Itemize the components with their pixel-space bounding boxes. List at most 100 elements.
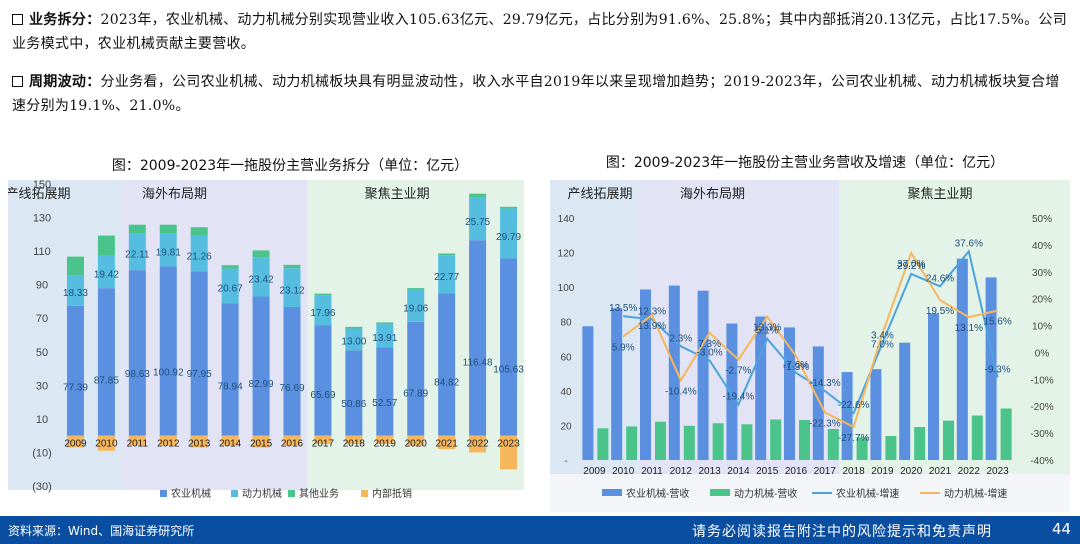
- legend-swatch: [231, 490, 238, 497]
- data-label-power-growth: 13.9%: [638, 321, 666, 332]
- y-tick-label: 110: [33, 246, 51, 258]
- legend-label: 动力机械-增速: [944, 487, 1007, 500]
- x-tick-label: 2009: [64, 438, 87, 449]
- bar-internal: [252, 435, 270, 448]
- y-tick-label: 80: [560, 318, 572, 329]
- bar-other: [252, 250, 270, 258]
- bar-agri: [500, 258, 518, 436]
- bullet-text: 分业务看，公司农业机械、动力机械板块具有明显波动性，收入水平自2019年以来呈现…: [12, 74, 1060, 114]
- line-agri-growth: [623, 249, 999, 415]
- bar-internal: [221, 435, 239, 446]
- x-tick-label: 2014: [219, 438, 242, 449]
- y-tick-label: 150: [33, 180, 51, 191]
- data-label-power-growth: -1.3%: [783, 362, 809, 373]
- x-tick-label: 2022: [958, 466, 981, 477]
- x-tick-label: 2019: [871, 466, 894, 477]
- bar-other: [283, 264, 301, 269]
- bar-power: [438, 255, 456, 294]
- bar-agri: [97, 288, 115, 436]
- data-label-power-growth: 37.0%: [897, 259, 925, 270]
- x-tick-label: 2011: [127, 438, 149, 449]
- data-label-power-growth: -27.7%: [838, 433, 870, 444]
- data-label-agri: 50.86: [341, 399, 366, 410]
- y-tick-label: 40: [560, 387, 572, 398]
- bar-other: [438, 253, 456, 256]
- bar-agri-revenue: [726, 323, 738, 460]
- footer-bar: 资料来源：Wind、国海证券研究所 请务必阅读报告附注中的风险提示和免责声明 4…: [0, 516, 1080, 544]
- bar-agri-revenue: [928, 313, 939, 460]
- data-label-power-growth: 7.3%: [698, 339, 721, 350]
- phase-label: 海外布局期: [142, 186, 207, 201]
- bar-other: [376, 322, 394, 325]
- phase-label: 产线拓展期: [567, 186, 632, 201]
- bar-power-revenue: [655, 421, 666, 460]
- x-tick-label: 2017: [814, 466, 837, 477]
- x-tick-label: 2015: [756, 466, 779, 477]
- combo-bar-line-chart: 产线拓展期 海外布局期 聚焦主业期 140 120 100 80 60 40 20 - 50% 40% 3…: [550, 180, 1070, 512]
- bar-agri: [345, 350, 363, 436]
- bar-internal: [283, 435, 301, 446]
- y-tick-label: 120: [558, 249, 575, 260]
- data-label-power-growth: 13.1%: [955, 323, 983, 334]
- bar-power: [469, 197, 487, 241]
- bar-agri-revenue: [956, 258, 968, 460]
- data-label-power: 17.96: [310, 308, 335, 319]
- source-note: 资料来源：Wind、国海证券研究所: [8, 524, 195, 538]
- page-number: 44: [1052, 520, 1072, 538]
- phase-label: 聚焦主业期: [907, 186, 972, 201]
- bar-power-revenue: [597, 428, 609, 460]
- bar-power: [345, 328, 363, 351]
- data-label-power: 19.06: [403, 303, 428, 314]
- bullet-text: 2023年，农业机械、动力机械分别实现营业收入105.63亿元、29.79亿元，…: [12, 12, 1067, 52]
- x-tick-label: 2012: [157, 438, 180, 449]
- data-label-power: 25.75: [465, 217, 490, 228]
- data-label-agri-growth: -9.3%: [985, 364, 1011, 375]
- y-tick-label: 60: [560, 352, 572, 363]
- legend-label: 农业机械: [171, 487, 211, 500]
- x-tick-label: 2012: [670, 466, 693, 477]
- legend-swatch: [288, 490, 295, 497]
- bar-agri-revenue: [985, 277, 997, 460]
- bar-agri: [66, 305, 84, 436]
- bar-agri: [407, 321, 425, 436]
- data-label-agri-growth: -22.6%: [838, 400, 870, 411]
- x-tick-label: 2017: [312, 438, 335, 449]
- phase-band-axis: [8, 180, 60, 490]
- x-tick-label: 2010: [95, 438, 118, 449]
- disclaimer: 请务必阅读报告附注中的风险提示和免责声明: [692, 524, 992, 540]
- bar-other: [500, 206, 518, 209]
- bar-power: [221, 268, 239, 304]
- data-label-agri-growth: 37.6%: [955, 238, 983, 249]
- bar-power-revenue: [856, 437, 868, 460]
- bar-power: [376, 324, 394, 348]
- data-label-power-growth: -10.4%: [665, 386, 697, 397]
- chart-2-title: 图：2009-2023年一拖股份主营业务营收及增速（单位：亿元）: [605, 155, 1005, 171]
- x-tick-label: 2020: [900, 466, 923, 477]
- bar-other: [469, 193, 487, 198]
- bar-power: [500, 208, 518, 259]
- bar-agri-revenue: [899, 342, 911, 460]
- bar-power-revenue: [827, 428, 839, 460]
- data-label-power: 13.00: [341, 337, 366, 348]
- bar-other: [66, 256, 84, 276]
- data-label-power: 21.26: [187, 251, 212, 262]
- y2-tick-label: 10%: [1032, 322, 1052, 333]
- data-label-power-growth: 15.6%: [983, 316, 1011, 327]
- bar-power-revenue: [971, 415, 983, 460]
- data-label-power: 18.33: [63, 288, 88, 299]
- bar-power: [66, 275, 84, 306]
- bar-power: [190, 235, 208, 272]
- y2-tick-label: -20%: [1030, 402, 1053, 413]
- data-label-power-growth: 13.3%: [753, 323, 781, 334]
- x-tick-label: 2016: [281, 438, 304, 449]
- y-tick-label: 10: [36, 414, 48, 426]
- bar-other: [345, 326, 363, 329]
- data-label-agri: 52.57: [372, 398, 397, 409]
- x-tick-label: 2019: [374, 438, 397, 449]
- y-tick-label: 140: [558, 214, 575, 225]
- y2-tick-label: -30%: [1030, 429, 1053, 440]
- data-label-agri: 67.89: [403, 388, 428, 399]
- bar-power: [159, 233, 177, 267]
- bar-agri-revenue: [582, 326, 594, 460]
- data-label-agri: 84.82: [434, 378, 459, 389]
